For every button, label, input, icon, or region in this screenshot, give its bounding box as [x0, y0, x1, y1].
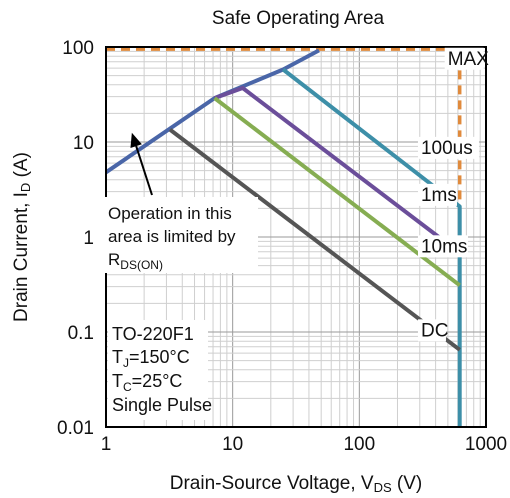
condition-pulse: Single Pulse: [112, 395, 212, 415]
curve-label-bg: [417, 136, 479, 159]
curve-label-max: MAX: [448, 49, 490, 70]
y-tick-label: 10: [73, 133, 94, 154]
x-tick-label: 1000: [465, 434, 507, 455]
series-1ms: [213, 86, 461, 255]
series-dc: [168, 128, 461, 352]
curve-label-bg: [417, 235, 468, 258]
curve-label-10ms: 10ms: [421, 236, 467, 257]
y-tick-label: 0.01: [57, 418, 94, 439]
condition-package: TO-220F1: [112, 324, 194, 344]
curve-label-bg: [417, 183, 457, 206]
conditions-box: TO-220F1 TJ=150°C TC=25°C Single Pulse: [108, 320, 212, 420]
condition-tj: TJ=150°C: [112, 347, 190, 370]
x-axis-label: Drain-Source Voltage, VDS (V): [170, 473, 423, 495]
x-tick-label: 1: [101, 434, 112, 455]
y-tick-label: 1: [83, 228, 94, 249]
curve-label-100us: 100us: [421, 138, 473, 159]
chart-title: Safe Operating Area: [212, 8, 385, 29]
curve-label-dc: DC: [421, 320, 448, 341]
y-tick-label: 0.1: [68, 323, 94, 344]
y-axis-label: Drain Current, ID (A): [11, 152, 33, 322]
annotation-rds-main: R: [108, 250, 120, 269]
annotation-line-3: RDS(ON): [108, 250, 163, 272]
annotation-line-1: Operation in this: [108, 204, 232, 223]
annotation-arrow: [135, 145, 153, 196]
x-tick-label: 100: [343, 434, 375, 455]
y-tick-label: 100: [62, 38, 94, 59]
curve-label-1ms: 1ms: [421, 185, 457, 206]
series-rds-on-limit: [104, 48, 320, 174]
series-100us: [281, 67, 462, 427]
annotation-rds-sub: DS(ON): [120, 258, 163, 272]
curve-labels: MAX 100us 1ms 10ms DC: [417, 47, 490, 342]
curve-label-bg: [444, 47, 484, 70]
axis-ticks: 1 10 100 1000 0.01 0.1 1 10 100: [57, 38, 507, 455]
annotation-arrowhead: [130, 132, 142, 148]
x-tick-label: 10: [222, 434, 243, 455]
condition-tc: TC=25°C: [112, 371, 182, 394]
curve-label-bg: [417, 319, 446, 342]
annotation-line-2: area is limited by: [108, 227, 236, 246]
rdson-annotation: Operation in this area is limited by RDS…: [102, 132, 258, 273]
